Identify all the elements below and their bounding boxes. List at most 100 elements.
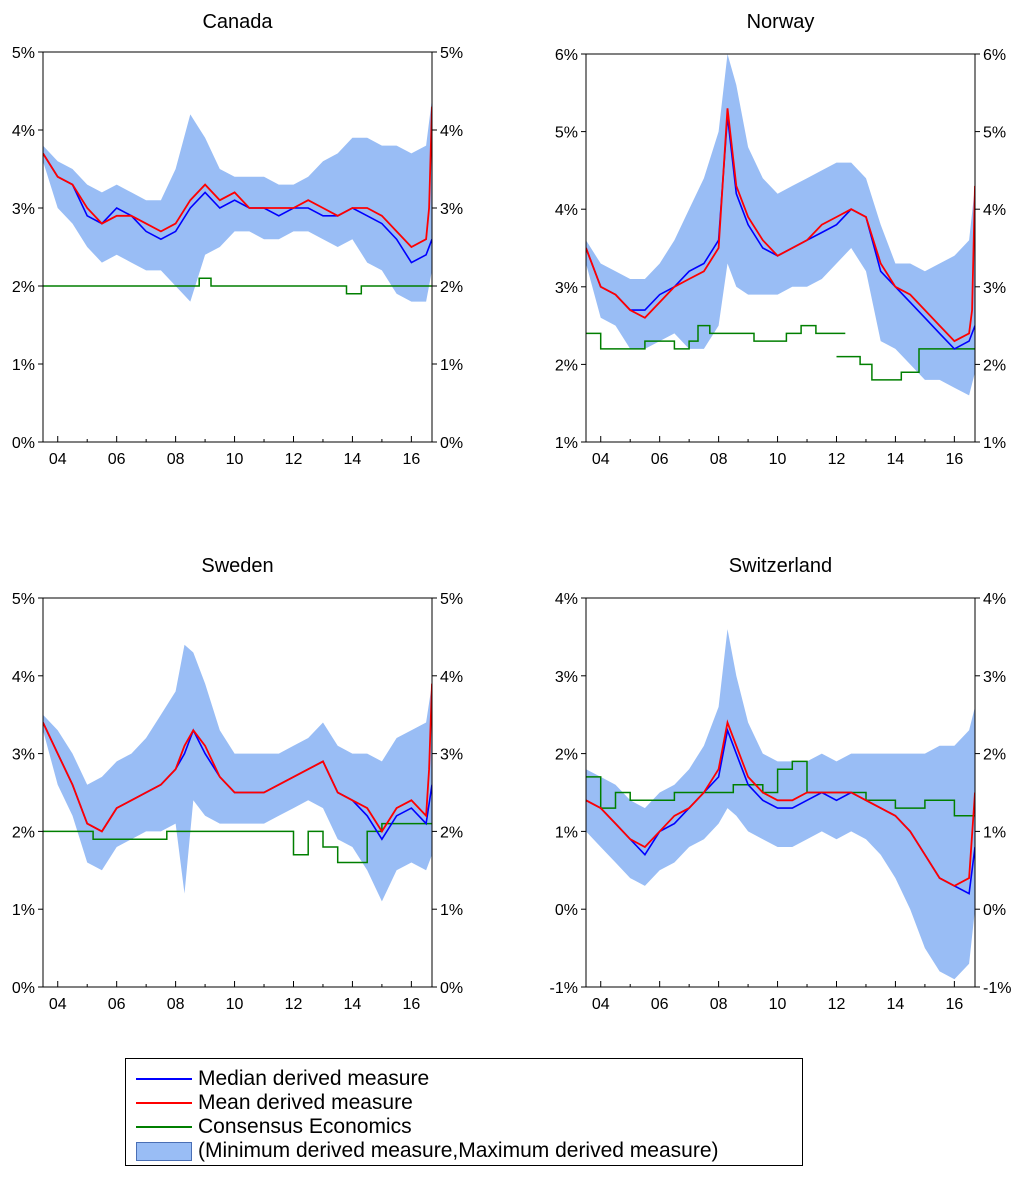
legend-label-range: (Minimum derived measure,Maximum derived… [198,1139,719,1162]
y-tick-label-right: 0% [440,435,463,452]
series-range-band [586,54,975,396]
y-tick-label-right: 6% [983,47,1006,64]
y-tick-label-left: 3% [12,201,35,218]
y-tick-label-left: 1% [12,902,35,919]
y-tick-label-left: 4% [12,669,35,686]
x-tick-label: 14 [887,996,905,1013]
series-range-band [43,98,432,302]
series-median-line [43,152,432,264]
y-tick-label-right: 5% [983,125,1006,142]
y-tick-label-left: 2% [12,824,35,841]
y-tick-label-right: 2% [440,279,463,296]
legend: Median derived measure Mean derived meas… [125,1058,803,1166]
x-tick-label: 10 [769,996,787,1013]
chart-title: Norway [747,11,815,33]
y-tick-label-right: 4% [983,591,1006,608]
y-tick-label-right: 3% [440,747,463,764]
charts-stage: Canada 0% 0% 1% 1% 2% 2% 3% 3% 4% 4% 5% 5% 04 06 08 10 12… [12,11,1012,1013]
y-tick-label-left: 0% [12,980,35,997]
y-tick-label-right: 1% [440,357,463,374]
y-tick-label-left: 1% [555,824,578,841]
legend-swatch-range [136,1142,192,1161]
x-tick-label: 16 [945,996,963,1013]
chart-panel-canada: Canada 0% 0% 1% 1% 2% 2% 3% 3% 4% 4% 5% 5% 04 06 08 10 12… [12,11,463,468]
x-tick-label: 08 [167,451,185,468]
x-tick-label: 16 [945,451,963,468]
y-tick-label-right: 4% [440,123,463,140]
y-tick-label-left: 0% [12,435,35,452]
y-tick-label-left: 5% [555,125,578,142]
y-tick-label-left: 0% [555,902,578,919]
y-tick-label-right: 1% [983,824,1006,841]
y-tick-label-right: 3% [440,201,463,218]
y-tick-label-left: 1% [12,357,35,374]
series-mean-line [43,106,432,249]
y-tick-label-right: 2% [440,824,463,841]
series-consensus-line [43,822,432,864]
y-tick-label-right: 5% [440,591,463,608]
y-tick-label-left: 4% [555,591,578,608]
y-tick-label-left: 2% [555,747,578,764]
y-tick-label-right: 4% [440,669,463,686]
x-tick-label: 14 [344,996,362,1013]
series-mean-line [586,108,975,343]
x-tick-label: 12 [828,996,846,1013]
y-tick-label-right: 0% [983,902,1006,919]
y-tick-label-right: -1% [983,980,1011,997]
x-tick-label: 12 [828,451,846,468]
legend-swatch-consensus [136,1126,192,1128]
x-tick-label: 10 [769,451,787,468]
y-tick-label-left: 1% [555,435,578,452]
legend-item-median: Median derived measure [126,1067,802,1091]
chart-panel-sweden: Sweden 0% 0% 1% 1% 2% 2% 3% 3% 4% 4% 5% 5% 04 06 08 10 12… [12,555,463,1013]
x-tick-label: 16 [402,996,420,1013]
y-tick-label-left: 5% [12,591,35,608]
legend-item-mean: Mean derived measure [126,1091,802,1115]
series-consensus-line [586,760,975,817]
y-tick-label-right: 3% [983,669,1006,686]
y-tick-label-left: 2% [555,357,578,374]
plot-frame [585,597,976,988]
plot-frame [42,597,433,988]
plot-frame [42,51,433,443]
series-consensus-line [43,277,432,295]
x-tick-label: 06 [108,996,126,1013]
legend-swatch-mean [136,1102,192,1104]
y-tick-label-right: 2% [983,747,1006,764]
chart-panel-norway: Norway 1% 1% 2% 2% 3% 3% 4% 4% 5% 5% 6% 6% 04 06 08 10 12… [555,11,1006,468]
x-tick-label: 04 [49,996,67,1013]
y-tick-label-right: 2% [983,357,1006,374]
x-tick-label: 08 [710,996,728,1013]
series-range-band [43,644,432,902]
chart-title: Canada [202,11,273,33]
series-range-band [586,629,975,980]
y-tick-label-left: 4% [12,123,35,140]
legend-label-mean: Mean derived measure [198,1091,413,1114]
chart-panel-switzerland: Switzerland -1% -1% 0% 0% 1% 1% 2% 2% 3% 3% 4% 4% 04 0… [550,555,1012,1013]
x-tick-label: 06 [651,996,669,1013]
legend-label-consensus: Consensus Economics [198,1115,412,1138]
y-tick-label-right: 0% [440,980,463,997]
y-tick-label-left: 5% [12,45,35,62]
chart-title: Sweden [201,555,273,577]
x-tick-label: 04 [592,996,610,1013]
x-tick-label: 08 [167,996,185,1013]
y-tick-label-right: 3% [983,280,1006,297]
chart-title: Switzerland [729,555,832,577]
series-consensus-line [586,324,975,381]
x-tick-label: 08 [710,451,728,468]
x-tick-label: 12 [285,451,303,468]
y-tick-label-left: 3% [12,747,35,764]
y-tick-label-left: 2% [12,279,35,296]
legend-item-range: (Minimum derived measure,Maximum derived… [126,1139,802,1163]
y-tick-label-right: 1% [983,435,1006,452]
x-tick-label: 04 [49,451,67,468]
legend-item-consensus: Consensus Economics [126,1115,802,1139]
y-tick-label-left: -1% [550,980,578,997]
x-tick-label: 16 [402,451,420,468]
x-tick-label: 12 [285,996,303,1013]
y-tick-label-right: 1% [440,902,463,919]
legend-swatch-median [136,1078,192,1080]
x-tick-label: 10 [226,451,244,468]
x-tick-label: 04 [592,451,610,468]
